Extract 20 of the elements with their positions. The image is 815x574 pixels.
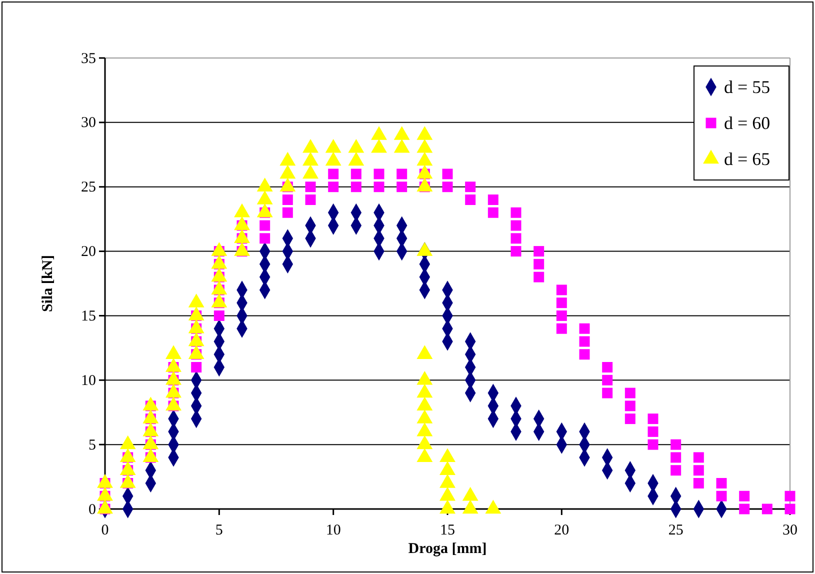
y-tick-label: 0 xyxy=(88,502,96,518)
legend-label: d = 65 xyxy=(724,149,770,169)
y-tick-label: 25 xyxy=(81,180,96,196)
x-tick-label: 30 xyxy=(782,522,798,538)
x-tick-label: 0 xyxy=(101,522,109,538)
x-tick-label: 5 xyxy=(215,522,223,538)
x-tick-label: 25 xyxy=(668,522,684,538)
legend-label: d = 55 xyxy=(724,77,770,97)
legend-label: d = 60 xyxy=(724,113,770,133)
x-tick-label: 15 xyxy=(440,522,455,538)
y-tick-label: 15 xyxy=(81,308,96,325)
y-tick-label: 20 xyxy=(81,244,96,260)
y-tick-label: 5 xyxy=(88,437,96,454)
y-tick-label: 10 xyxy=(81,372,96,389)
x-tick-label: 20 xyxy=(554,522,570,538)
y-axis-title: Sila [kN] xyxy=(40,254,56,312)
x-axis-title: Droga [mm] xyxy=(408,541,487,557)
y-tick-label: 35 xyxy=(81,50,96,67)
x-tick-label: 10 xyxy=(326,522,341,538)
y-tick-label: 30 xyxy=(81,115,96,132)
